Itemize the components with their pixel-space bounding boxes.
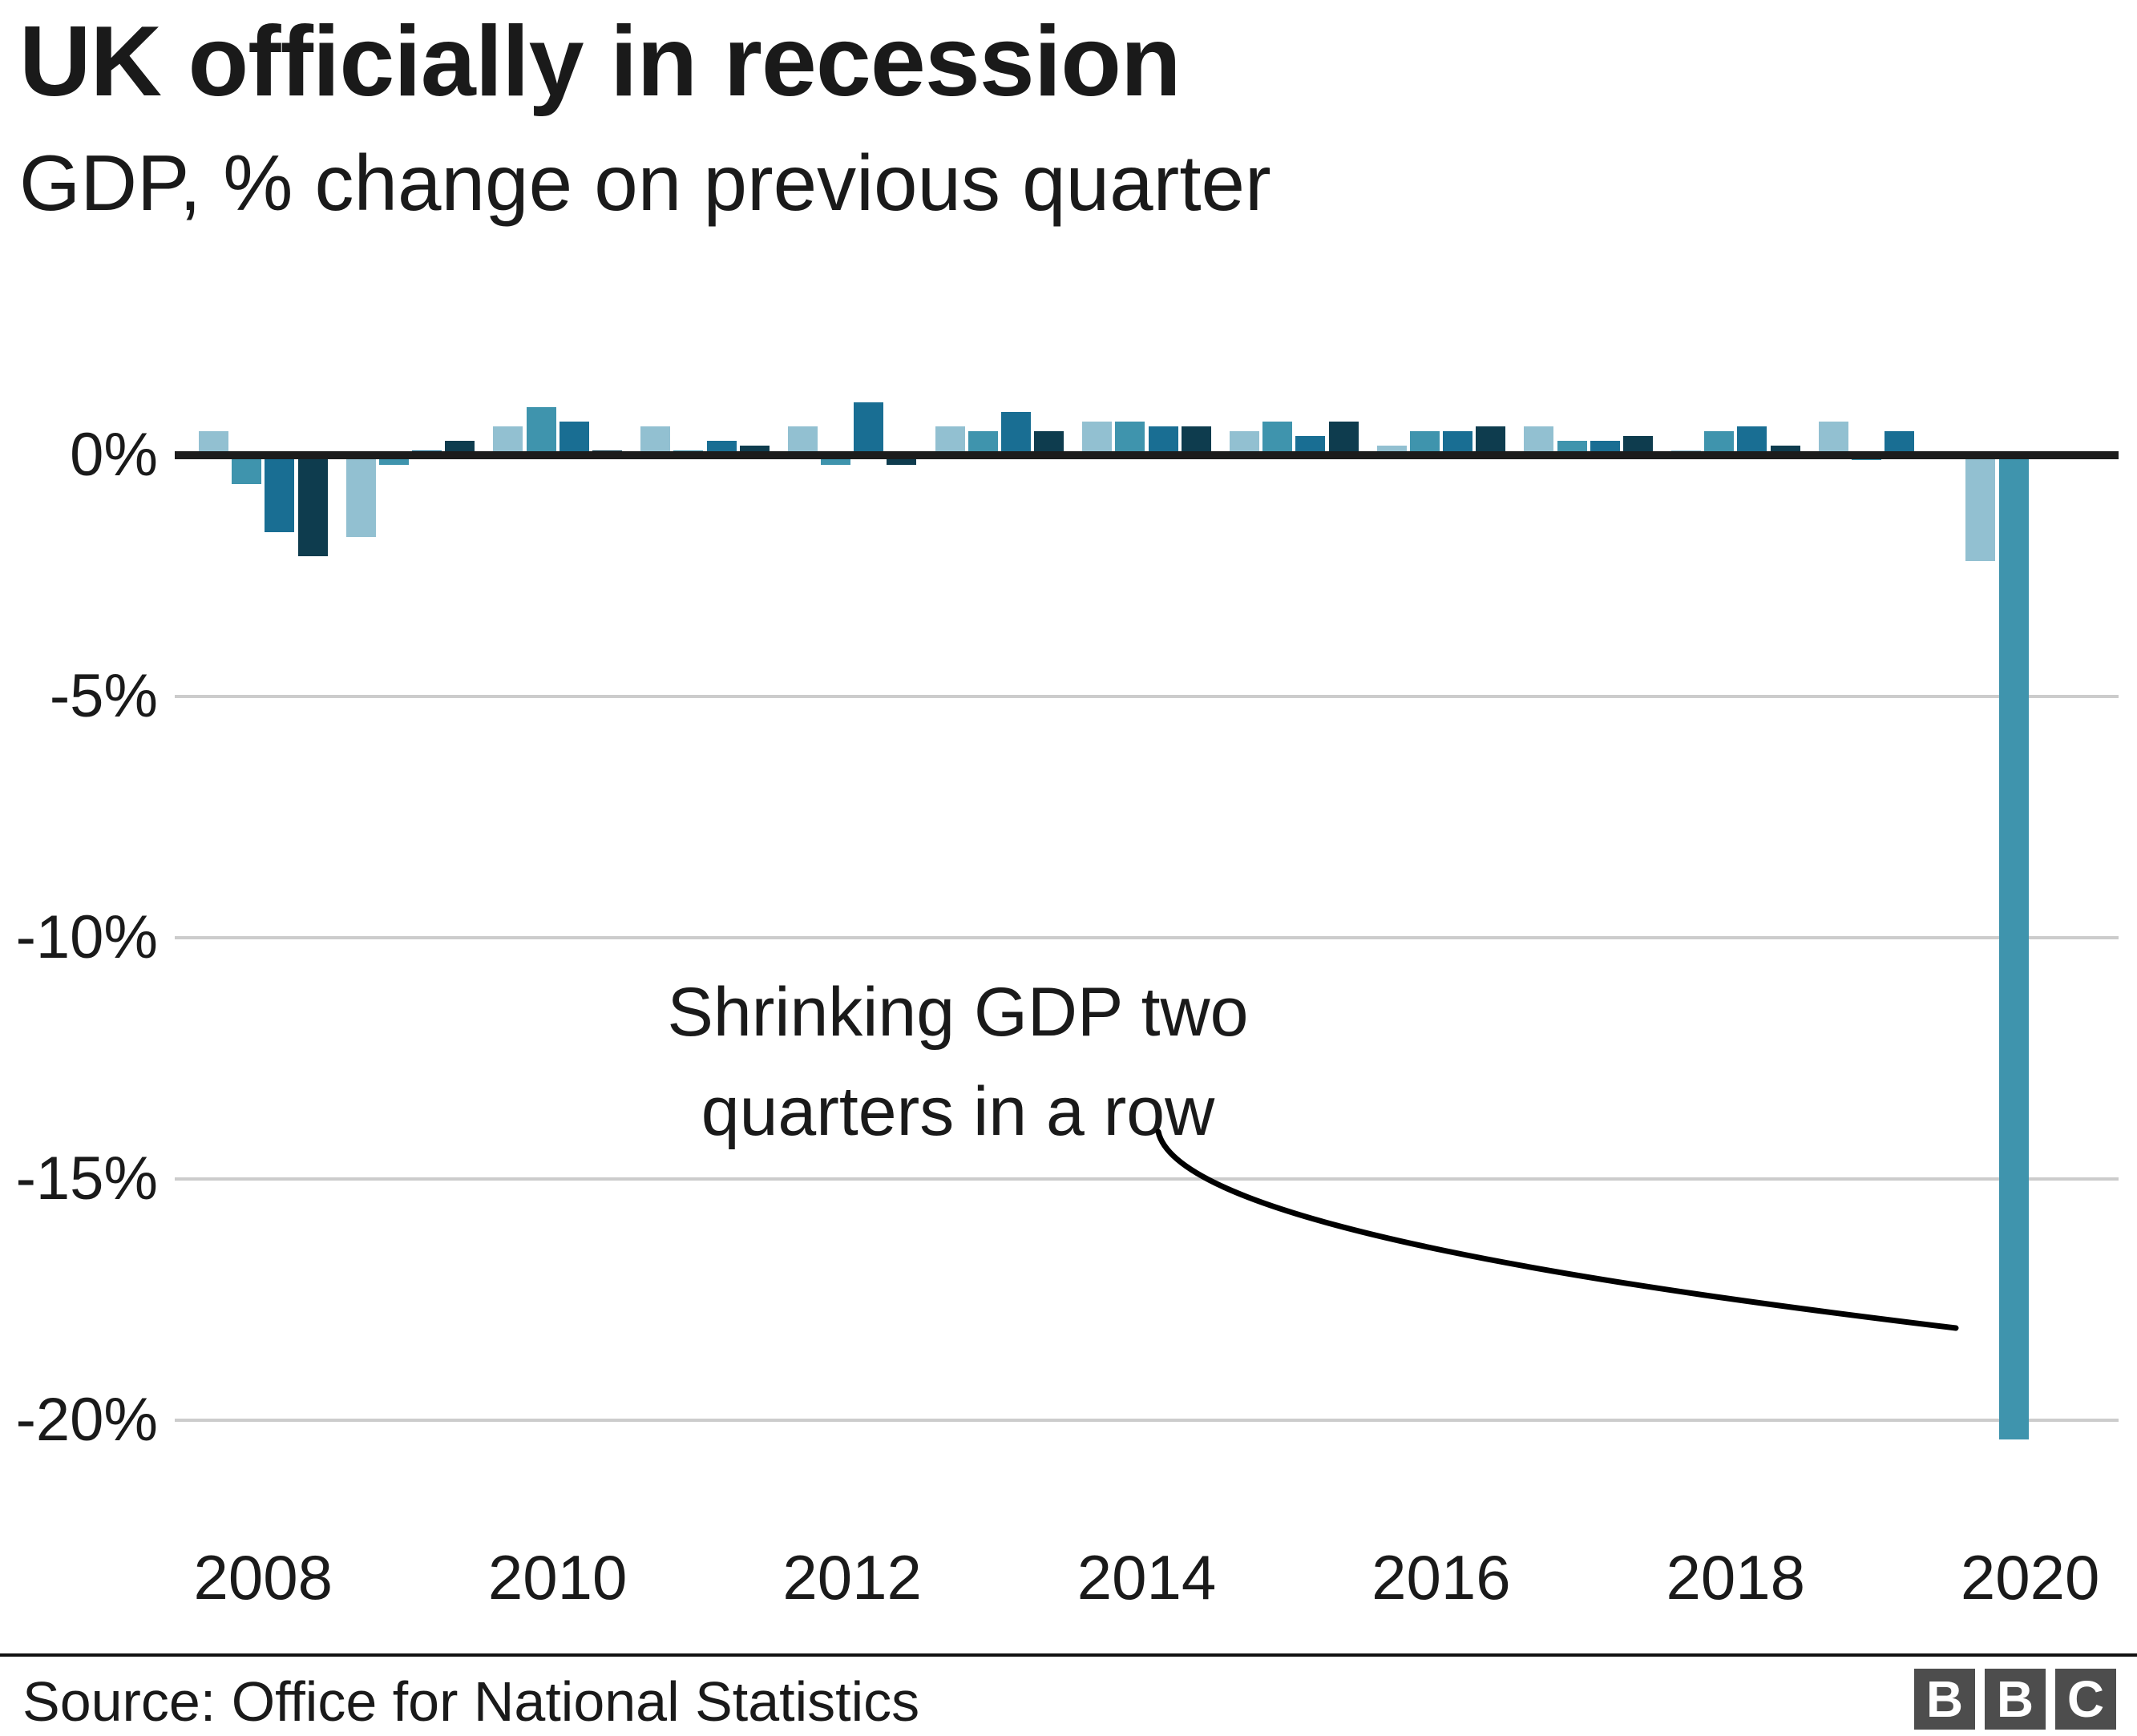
bar-2013-q3 — [1000, 411, 1031, 455]
chart-subtitle: GDP, % change on previous quarter — [19, 139, 1271, 227]
bar-2019-q1 — [1818, 421, 1848, 455]
x-tick-2012: 2012 — [782, 1542, 922, 1613]
gridline--20% — [175, 1419, 2119, 1422]
x-tick-2016: 2016 — [1371, 1542, 1511, 1613]
bar-2012-q3 — [854, 402, 884, 455]
bar-2015-q4 — [1328, 421, 1359, 455]
bar-2013-q1 — [935, 426, 965, 455]
x-tick-2008: 2008 — [193, 1542, 333, 1613]
bar-2013-q2 — [968, 430, 998, 455]
bar-2015-q1 — [1229, 430, 1259, 455]
annotation-line-2: quarters in a row — [701, 1073, 1215, 1150]
gridline--5% — [175, 695, 2119, 698]
source-text: Source: Office for National Statistics — [22, 1670, 920, 1733]
bar-2020-q2 — [1998, 455, 2029, 1440]
bar-2016-q4 — [1476, 426, 1506, 455]
bbc-logo-block-2: B — [1985, 1669, 2046, 1730]
bar-2018-q3 — [1737, 426, 1767, 455]
y-tick--15%: -15% — [15, 1145, 158, 1213]
bar-2009-q1 — [345, 455, 376, 538]
bar-2014-q2 — [1115, 421, 1145, 455]
bar-2014-q1 — [1082, 421, 1113, 455]
y-tick-0%: 0% — [70, 421, 158, 489]
annotation-line-1: Shrinking GDP two — [667, 974, 1249, 1051]
bar-2010-q2 — [526, 406, 556, 455]
bbc-logo-block-1: B — [1914, 1669, 1975, 1730]
y-tick--10%: -10% — [15, 903, 158, 971]
bar-2018-q2 — [1704, 430, 1735, 455]
bar-2015-q2 — [1262, 421, 1293, 455]
bar-2008-q4 — [297, 455, 328, 557]
x-tick-2014: 2014 — [1077, 1542, 1217, 1613]
gridline--10% — [175, 936, 2119, 939]
y-tick--5%: -5% — [49, 662, 158, 730]
footer-divider — [0, 1653, 2137, 1657]
bar-2012-q1 — [787, 426, 818, 455]
x-tick-2010: 2010 — [487, 1542, 628, 1613]
x-tick-2018: 2018 — [1666, 1542, 1806, 1613]
bar-2017-q1 — [1524, 426, 1554, 455]
bar-2016-q3 — [1443, 430, 1472, 455]
bar-2020-q1 — [1965, 455, 1996, 562]
bar-2008-q1 — [199, 430, 228, 455]
bar-2019-q3 — [1885, 430, 1915, 455]
bar-2016-q2 — [1409, 430, 1440, 455]
bar-2014-q4 — [1181, 426, 1211, 455]
y-tick--20%: -20% — [15, 1386, 158, 1454]
zero-axis-line — [175, 451, 2119, 459]
x-tick-2020: 2020 — [1960, 1542, 2100, 1613]
bar-2010-q3 — [559, 421, 589, 455]
bar-2014-q3 — [1148, 426, 1178, 455]
page-title: UK officially in recession — [19, 6, 1182, 117]
bar-2010-q1 — [493, 426, 523, 455]
bar-2008-q2 — [232, 455, 262, 485]
bar-2008-q3 — [265, 455, 295, 533]
bar-2011-q1 — [640, 426, 671, 455]
bbc-logo-block-3: C — [2055, 1669, 2116, 1730]
bar-2013-q4 — [1034, 430, 1064, 455]
annotation-text: Shrinking GDP two quarters in a row — [597, 963, 1319, 1161]
gridline--15% — [175, 1177, 2119, 1181]
